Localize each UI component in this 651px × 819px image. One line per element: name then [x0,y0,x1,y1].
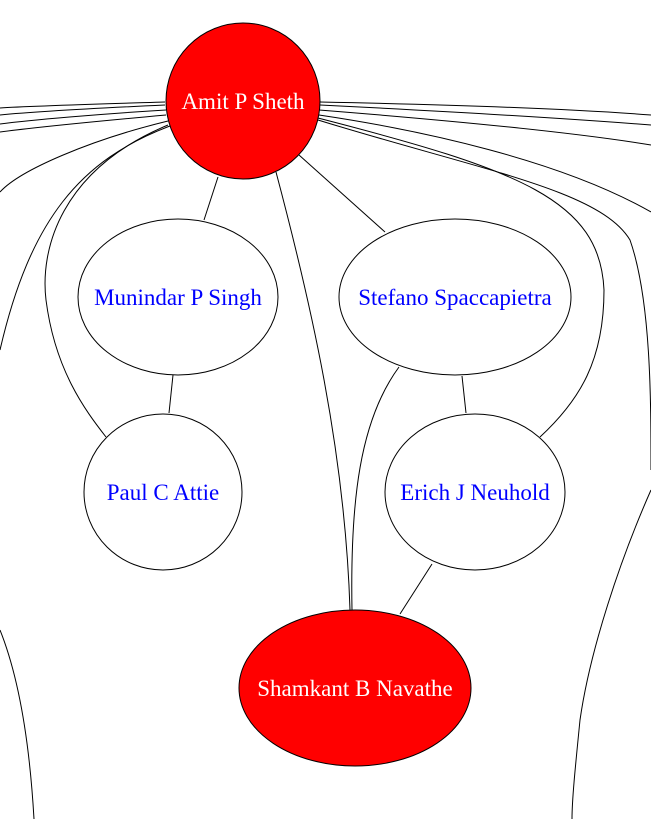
edge [571,489,651,819]
node-amit[interactable]: Amit P Sheth [165,22,321,180]
edges [0,101,651,819]
edge [0,114,167,133]
edge [203,176,219,221]
edge [351,366,400,611]
edge [461,375,467,414]
edge [168,374,174,414]
node-label: Erich J Neuhold [400,480,550,505]
edge [0,109,167,125]
edge [319,104,651,126]
node-paul[interactable]: Paul C Attie [83,413,243,571]
node-shape [165,22,321,180]
edge [275,171,351,611]
edge [0,104,166,116]
nodes: Amit P Sheth Munindar P Singh Stefano Spac… [77,22,572,767]
edge [399,563,433,615]
edge [44,124,169,438]
edge [0,629,35,819]
node-shape [83,413,243,571]
edge [318,114,651,213]
node-stefano[interactable]: Stefano Spaccapietra [338,218,572,376]
node-munindar[interactable]: Munindar P Singh [77,218,279,376]
node-label: Munindar P Singh [94,285,262,310]
edge [298,154,386,233]
edge [317,119,651,471]
edge [0,125,171,351]
node-label: Amit P Sheth [181,89,305,114]
edge [318,109,651,146]
node-shape [338,218,572,376]
edge [0,120,169,193]
node-label: Stefano Spaccapietra [358,285,552,310]
node-shape [384,413,566,571]
node-shamkant[interactable]: Shamkant B Navathe [238,609,472,767]
edge [0,101,166,109]
edge [317,117,605,438]
edge [319,101,651,116]
node-shape [77,218,279,376]
node-erich[interactable]: Erich J Neuhold [384,413,566,571]
node-label: Shamkant B Navathe [257,676,452,701]
node-label: Paul C Attie [107,480,219,505]
node-shape [238,609,472,767]
